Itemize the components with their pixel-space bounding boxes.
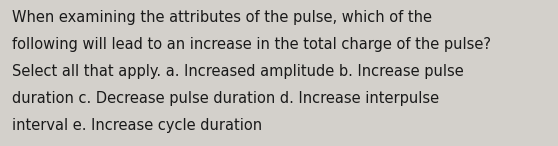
- Text: following will lead to an increase in the total charge of the pulse?: following will lead to an increase in th…: [12, 37, 491, 52]
- Text: duration c. Decrease pulse duration d. Increase interpulse: duration c. Decrease pulse duration d. I…: [12, 91, 439, 106]
- Text: interval e. Increase cycle duration: interval e. Increase cycle duration: [12, 118, 262, 133]
- Text: Select all that apply. a. Increased amplitude b. Increase pulse: Select all that apply. a. Increased ampl…: [12, 64, 464, 79]
- Text: When examining the attributes of the pulse, which of the: When examining the attributes of the pul…: [12, 10, 432, 25]
